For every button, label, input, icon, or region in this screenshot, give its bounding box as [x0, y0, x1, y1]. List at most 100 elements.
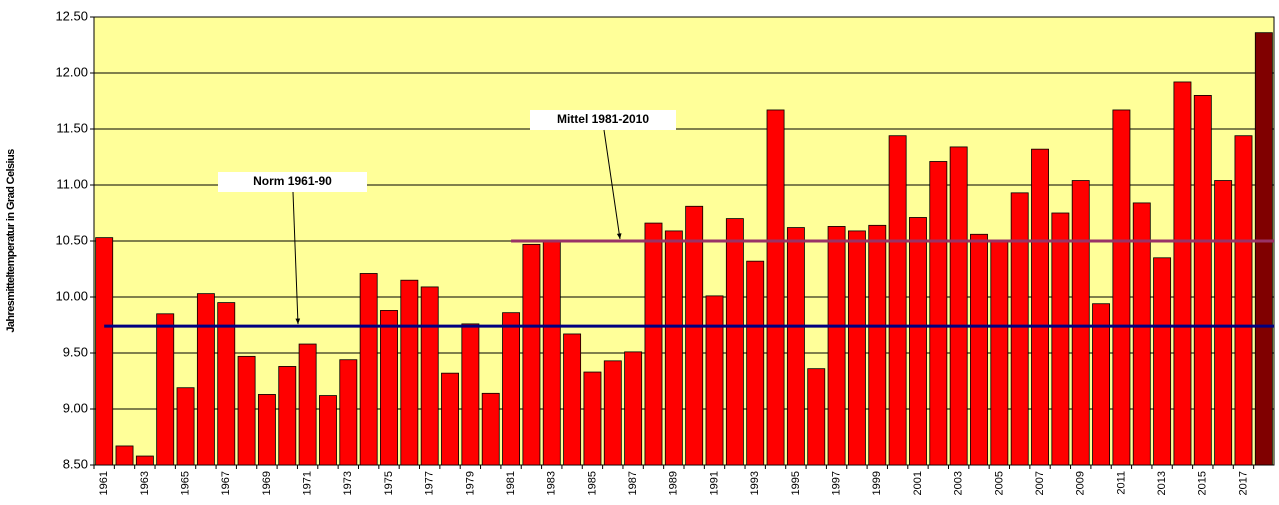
bar: [461, 323, 480, 466]
bar: [1254, 32, 1273, 466]
bar: [135, 455, 154, 466]
bar: [1051, 212, 1070, 466]
x-tick-label: 2005: [993, 471, 1005, 495]
x-tick-label: 1969: [261, 471, 273, 495]
y-tick-label: 10.00: [55, 288, 88, 303]
bar: [725, 218, 744, 466]
arrow-head: [616, 233, 622, 239]
bar: [339, 359, 358, 466]
x-tick-label: 1971: [302, 471, 314, 495]
bar: [624, 351, 643, 466]
x-tick-label: 2001: [912, 471, 924, 495]
x-tick-label: 1987: [627, 471, 639, 495]
bar: [827, 226, 846, 466]
x-tick-label: 1989: [668, 471, 680, 495]
x-tick-label: 2017: [1237, 471, 1249, 495]
bar: [868, 224, 887, 466]
x-tick-label: 1973: [342, 471, 354, 495]
bar: [1112, 109, 1131, 466]
x-tick-label: 1961: [98, 471, 110, 495]
x-tick-label: 2003: [953, 471, 965, 495]
x-tick-label: 1983: [546, 471, 558, 495]
bar: [257, 394, 276, 466]
x-tick-label: 1977: [424, 471, 436, 495]
bar: [1010, 192, 1029, 466]
annotation: Norm 1961-90: [253, 174, 332, 188]
x-tick-label: 1985: [586, 471, 598, 495]
bar: [481, 392, 500, 466]
bar: [847, 230, 866, 466]
y-tick-label: 12.50: [55, 8, 88, 23]
bar: [176, 387, 195, 466]
x-tick-label: 1979: [464, 471, 476, 495]
annotation-box: [530, 110, 676, 130]
x-tick-label: 2015: [1197, 471, 1209, 495]
bar: [502, 312, 521, 466]
x-tick-label: 1965: [179, 471, 191, 495]
x-tick-label: 2009: [1075, 471, 1087, 495]
bar: [705, 295, 724, 466]
bar: [542, 240, 561, 466]
arrow-head: [295, 318, 301, 325]
bar: [929, 161, 948, 466]
bar: [441, 372, 459, 466]
bar: [319, 395, 337, 466]
bar: [1214, 180, 1233, 466]
bar: [664, 230, 683, 466]
bar: [1234, 135, 1253, 466]
bar: [786, 227, 805, 466]
bar: [1092, 303, 1111, 466]
bar: [990, 240, 1009, 466]
y-tick-label: 10.50: [55, 232, 88, 247]
bar: [1153, 257, 1172, 466]
bar: [909, 217, 927, 466]
bar: [400, 279, 419, 466]
bar: [1132, 202, 1151, 466]
y-tick-label: 11.50: [56, 120, 88, 135]
annotation-arrow: [292, 191, 299, 325]
x-tick-label: 2013: [1156, 471, 1168, 495]
bar: [583, 371, 602, 466]
x-tick-label: 1991: [708, 471, 720, 495]
bar: [420, 286, 439, 466]
bar: [644, 222, 663, 466]
bar: [807, 368, 826, 466]
x-tick-label: 1981: [505, 471, 517, 495]
bar: [359, 273, 378, 466]
bar: [888, 135, 907, 466]
y-tick-label: 12.00: [55, 64, 88, 79]
bar: [1071, 180, 1090, 466]
bar: [522, 243, 541, 466]
bar: [1173, 81, 1192, 466]
bar: [949, 146, 968, 466]
bar: [95, 237, 114, 466]
y-axis-title: Jahresmitteltemperatur in Grad Celsius: [5, 149, 17, 333]
x-tick-label: 2007: [1034, 471, 1046, 495]
bar: [115, 445, 134, 466]
bar: [278, 366, 297, 466]
y-tick-label: 8.50: [63, 456, 88, 471]
bar: [1031, 148, 1049, 466]
bar: [970, 233, 988, 466]
bar: [746, 260, 765, 466]
bar: [196, 293, 215, 466]
y-tick-label: 9.00: [63, 400, 88, 415]
x-tick-label: 1963: [139, 471, 151, 495]
bar: [563, 333, 582, 466]
bar: [1193, 95, 1212, 466]
x-tick-label: 1967: [220, 471, 232, 495]
annotation-arrow: [603, 129, 621, 240]
x-tick-label: 1997: [830, 471, 842, 495]
x-tick-label: 1999: [871, 471, 883, 495]
x-tick-label: 1995: [790, 471, 802, 495]
y-tick-label: 9.50: [63, 344, 88, 359]
annotation-box: [218, 172, 367, 192]
bar: [603, 360, 622, 466]
bar: [380, 310, 398, 466]
x-tick-label: 1993: [749, 471, 761, 495]
y-tick-label: 11.00: [56, 176, 88, 191]
x-tick-label: 1975: [383, 471, 395, 495]
bar: [156, 313, 175, 466]
bar: [685, 205, 704, 466]
